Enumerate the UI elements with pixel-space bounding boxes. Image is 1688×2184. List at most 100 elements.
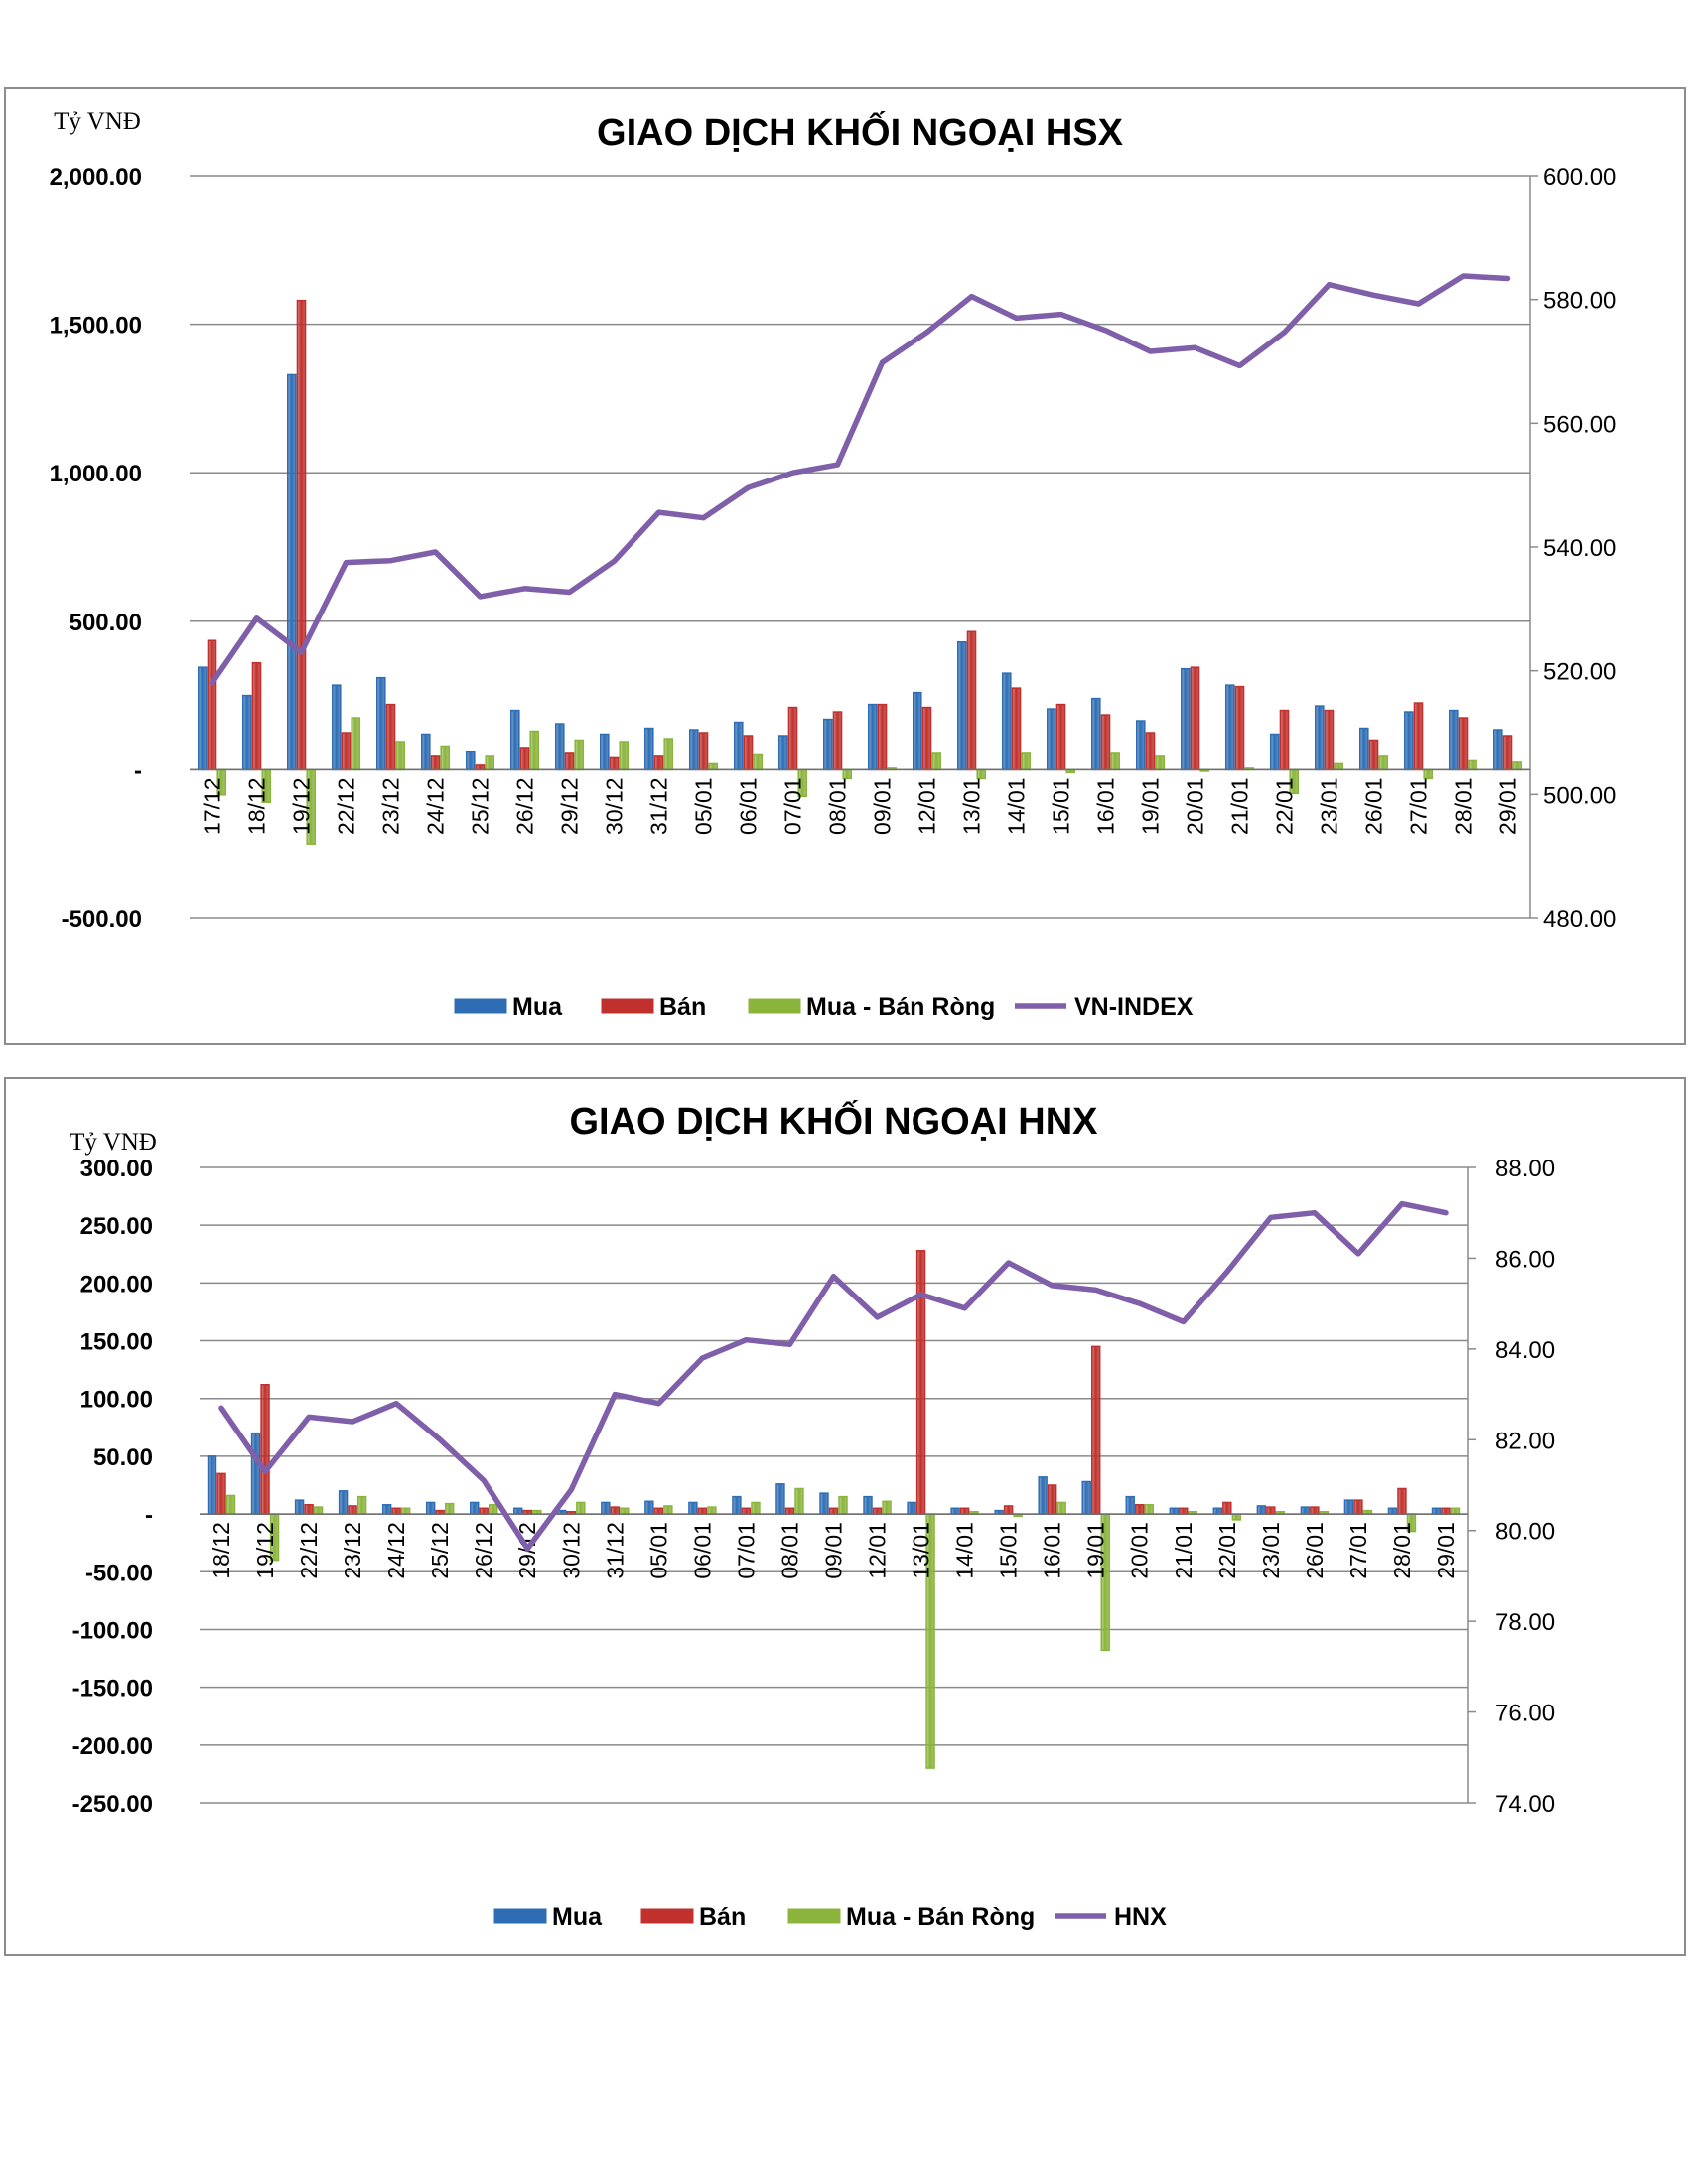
- bar-ban: [1190, 666, 1200, 771]
- bar-ban: [1145, 732, 1156, 771]
- y-axis-unit-label: Tỷ VNĐ: [70, 1129, 157, 1156]
- bar-mua: [1212, 1507, 1223, 1515]
- bar-mua: [1090, 697, 1101, 771]
- bar-ban: [784, 1507, 795, 1515]
- x-axis-tick-label: 08/01: [776, 1522, 802, 1579]
- legend-swatch-mua: [493, 1908, 547, 1924]
- x-axis-tick-label: 23/01: [1258, 1522, 1284, 1579]
- bar-mua-ban-rong: [444, 1502, 455, 1515]
- bar-ban: [1055, 703, 1066, 771]
- x-axis-tick-label: 26/01: [1302, 1522, 1328, 1579]
- bar-mua-ban-rong: [842, 768, 853, 780]
- bar-ban: [260, 1384, 270, 1515]
- y-axis-tick-label: 1,500.00: [50, 313, 142, 340]
- bar-mua: [1343, 1499, 1354, 1515]
- bar-ban: [1234, 685, 1245, 771]
- bar-ban: [915, 1250, 926, 1515]
- legend-swatch-mua-ban-rong: [748, 998, 801, 1014]
- x-axis-tick-label: 18/12: [209, 1522, 234, 1579]
- secondary-y-axis-tick-label: 82.00: [1495, 1428, 1555, 1454]
- bar-mua: [912, 691, 922, 771]
- x-axis-tick-label: 26/01: [1361, 777, 1387, 835]
- x-axis-tick-label: 25/12: [427, 1522, 453, 1579]
- x-axis-tick-label: 12/01: [914, 777, 940, 835]
- line-hnx: [218, 1200, 1449, 1552]
- x-axis-tick-label: 24/12: [383, 1522, 409, 1579]
- secondary-y-axis-tick-label: 580.00: [1543, 288, 1616, 315]
- bar-mua-ban-rong: [1378, 755, 1389, 771]
- bar-mua: [197, 666, 208, 771]
- bar-mua: [1135, 720, 1146, 771]
- bar-ban: [216, 1472, 226, 1515]
- bar-mua: [250, 1432, 261, 1515]
- bar-mua: [1431, 1507, 1442, 1515]
- x-axis-tick-label: 28/01: [1451, 777, 1477, 835]
- legend-label-mua-ban-rong: Mua - Bán Ròng: [846, 1903, 1035, 1931]
- chart-title: GIAO DỊCH KHỐI NGOẠI HNX: [569, 1098, 1098, 1143]
- x-axis-tick-label: 12/01: [865, 1522, 891, 1579]
- bar-mua-ban-rong: [707, 1506, 717, 1515]
- bar-mua: [599, 733, 610, 771]
- bar-mua: [513, 1507, 523, 1515]
- legend-label-mua: Mua: [552, 1903, 603, 1931]
- bar-mua-ban-rong: [931, 752, 942, 771]
- legend-label-hnx: HNX: [1114, 1903, 1167, 1931]
- x-axis-tick-label: 16/01: [1040, 1522, 1065, 1579]
- y-axis-tick-label: -150.00: [72, 1676, 153, 1703]
- x-axis-tick-label: 19/01: [1083, 1522, 1109, 1579]
- bar-mua-ban-rong: [313, 1506, 324, 1515]
- bar-mua: [338, 1490, 349, 1515]
- secondary-y-axis-tick-label: 500.00: [1543, 782, 1616, 809]
- bar-ban: [741, 1507, 752, 1515]
- y-axis-tick-label: 100.00: [80, 1387, 153, 1414]
- bar-mua-ban-rong: [882, 1500, 892, 1515]
- bar-mua-ban-rong: [1144, 1504, 1154, 1515]
- x-axis-tick-label: 20/01: [1127, 1522, 1153, 1579]
- secondary-y-axis-tick-label: 600.00: [1543, 164, 1616, 191]
- bar-ban: [296, 299, 307, 771]
- bar-mua-ban-rong: [489, 1504, 498, 1515]
- bar-ban: [348, 1505, 357, 1515]
- bar-mua: [331, 684, 342, 771]
- bar-ban: [1368, 739, 1379, 771]
- bar-mua: [465, 751, 476, 771]
- bar-ban: [1090, 1345, 1101, 1515]
- legend-swatch-mua-ban-rong: [787, 1908, 841, 1924]
- x-axis-tick-label: 31/12: [602, 1522, 628, 1579]
- x-axis-tick-label: 21/01: [1227, 777, 1253, 835]
- legend-swatch-mua: [454, 998, 507, 1014]
- bar-mua: [643, 727, 654, 771]
- line-vn-index: [209, 273, 1511, 686]
- bar-mua-ban-rong: [1110, 752, 1121, 771]
- bar-mua-ban-rong: [225, 1494, 236, 1515]
- legend-swatch-ban: [601, 998, 654, 1014]
- bar-ban: [1179, 1507, 1189, 1515]
- bar-mua: [688, 1501, 698, 1515]
- x-axis-tick-label: 22/12: [296, 1522, 322, 1579]
- bar-mua: [956, 640, 967, 771]
- bar-mua-ban-rong: [1512, 761, 1523, 771]
- x-axis-tick-label: 08/01: [825, 777, 851, 835]
- hsx-chart-panel: GIAO DỊCH KHỐI NGOẠI HSX Tỷ VNĐ 2,000.00 1,…: [4, 87, 1686, 1045]
- x-axis-tick-label: 14/01: [952, 1522, 978, 1579]
- chart-title: GIAO DỊCH KHỐI NGOẠI HSX: [597, 109, 1124, 154]
- y-axis-tick-label: 150.00: [80, 1329, 153, 1356]
- bar-mua-ban-rong: [1056, 1501, 1066, 1515]
- x-axis-tick-label: 30/12: [602, 777, 628, 835]
- bar-mua: [950, 1507, 960, 1515]
- x-axis-tick-label: 15/01: [996, 1522, 1022, 1579]
- bar-ban: [743, 735, 754, 771]
- bar-mua: [644, 1500, 654, 1515]
- bar-mua-ban-rong: [574, 739, 585, 771]
- secondary-y-axis-tick-label: 88.00: [1495, 1156, 1555, 1182]
- x-axis-tick-label: 14/01: [1004, 777, 1030, 835]
- y-axis-tick-label: 200.00: [80, 1271, 153, 1297]
- bar-ban: [1047, 1484, 1057, 1515]
- bar-mua: [1403, 711, 1414, 771]
- y-axis-tick-label: -50.00: [85, 1560, 153, 1586]
- x-axis-tick-label: 05/01: [645, 1522, 671, 1579]
- bar-mua-ban-rong: [351, 717, 361, 771]
- bar-mua-ban-rong: [619, 741, 630, 771]
- bar-mua: [1038, 1476, 1048, 1515]
- bar-mua: [867, 703, 878, 771]
